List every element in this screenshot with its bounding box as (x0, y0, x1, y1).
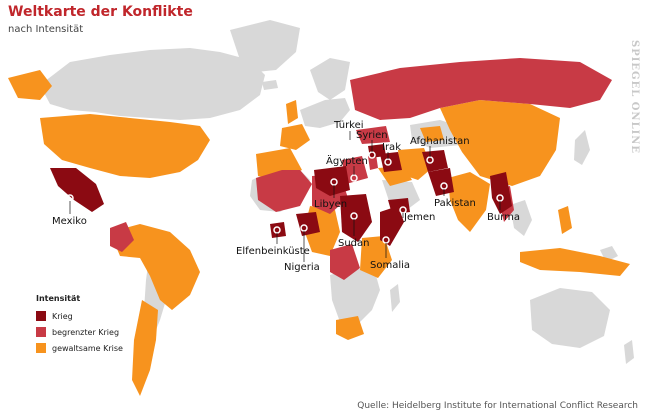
map-subtitle: nach Intensität (8, 24, 84, 35)
region-colombia (110, 222, 134, 252)
region-ivory-coast (270, 222, 286, 238)
label-pakistan: Pakistan (434, 198, 476, 209)
region-uk (286, 100, 298, 124)
legend-item-krieg: Krieg (36, 308, 123, 324)
legend-swatch-gewaltsame-krise (36, 343, 46, 353)
region-south-africa-orange (336, 316, 364, 340)
region-usa (40, 114, 210, 178)
region-europe-gray (300, 98, 350, 128)
source-credit: Quelle: Heidelberg Institute for Interna… (357, 401, 638, 411)
region-scandinavia (310, 58, 350, 100)
legend-item-begrenzter-krieg: begrenzter Krieg (36, 324, 123, 340)
label-sudan: Sudan (338, 238, 370, 249)
legend-label-begrenzter-krieg: begrenzter Krieg (52, 327, 120, 337)
legend-item-gewaltsame-krise: gewaltsame Krise (36, 340, 123, 356)
label-somalia: Somalia (370, 260, 410, 271)
region-china (440, 100, 560, 186)
leader-lines (69, 131, 501, 262)
region-russia (350, 58, 612, 120)
label-libyen: Libyen (314, 199, 347, 210)
region-yemen (388, 198, 410, 214)
region-tajik (420, 126, 444, 142)
region-pakistan (428, 168, 454, 196)
region-nigeria (296, 212, 320, 236)
region-turkey (356, 126, 390, 144)
region-alaska (8, 70, 52, 100)
layer-begrenzter-krieg (110, 58, 612, 280)
region-se-asia-gray (510, 200, 532, 236)
label-mexiko: Mexiko (52, 216, 87, 227)
region-canada (40, 48, 265, 120)
region-india (448, 172, 490, 232)
layer-krieg (50, 144, 512, 246)
label-tuerkei: Türkei (333, 120, 364, 131)
legend: Intensität Krieg begrenzter Krieg gewalt… (36, 294, 123, 356)
region-mexico (50, 168, 104, 212)
layer-gewaltsame-krise (8, 70, 630, 396)
region-philippines (558, 206, 572, 234)
legend-label-gewaltsame-krise: gewaltsame Krise (52, 343, 123, 353)
region-australia (530, 288, 610, 348)
region-burma (490, 172, 512, 214)
marker-tuerkei[interactable] (346, 139, 354, 147)
map-title: Weltkarte der Konflikte (8, 4, 193, 20)
label-nigeria: Nigeria (284, 262, 320, 273)
region-afghanistan (422, 150, 448, 172)
region-libya (314, 166, 350, 196)
spiegel-online-watermark: SPIEGEL ONLINE (629, 40, 640, 155)
label-afghanistan: Afghanistan (410, 136, 470, 147)
region-sahara (256, 170, 312, 212)
region-iceland (262, 80, 278, 90)
label-syrien: Syrien (356, 130, 388, 141)
region-madagascar (390, 284, 400, 312)
region-africa-south-gray (330, 268, 380, 326)
region-drc (330, 244, 360, 280)
label-burma: Burma (487, 212, 520, 223)
label-elfenbeinkueste: Elfenbeinküste (236, 246, 310, 257)
region-south-america-orange (110, 224, 200, 310)
region-somalia (380, 206, 404, 246)
label-irak: Irak (382, 142, 401, 153)
region-france-spain (280, 124, 310, 150)
legend-swatch-begrenzter-krieg (36, 327, 46, 337)
legend-title: Intensität (36, 294, 81, 303)
region-japan (574, 130, 590, 165)
region-indonesia (520, 248, 630, 276)
label-aegypten: Ägypten (326, 154, 368, 167)
region-east-africa (360, 236, 392, 278)
label-jemen: Jemen (403, 212, 435, 223)
legend-label-krieg: Krieg (52, 311, 73, 321)
legend-swatch-krieg (36, 311, 46, 321)
region-greenland (230, 20, 300, 72)
region-argentina (132, 300, 158, 396)
region-new-zealand (624, 340, 634, 364)
region-egypt (342, 156, 368, 184)
